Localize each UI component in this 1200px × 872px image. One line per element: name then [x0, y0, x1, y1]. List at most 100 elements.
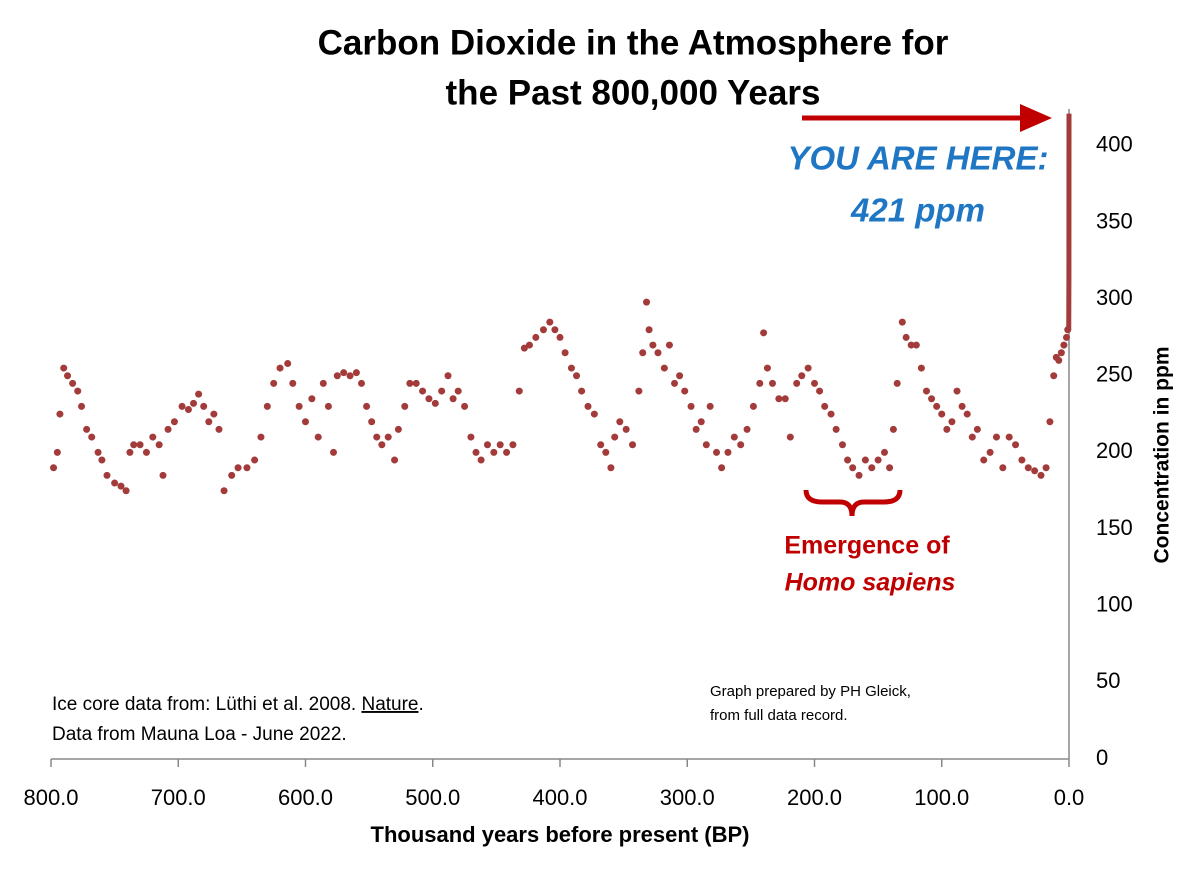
data-point	[1042, 464, 1050, 472]
data-point	[561, 349, 569, 357]
data-point	[333, 372, 341, 380]
data-point	[793, 379, 801, 387]
data-point	[889, 425, 897, 433]
annotation: Homo sapiens	[785, 569, 956, 597]
y-tick-label: 200	[1096, 438, 1133, 463]
y-tick-label: 0	[1096, 745, 1108, 770]
data-point	[963, 410, 971, 418]
data-point	[855, 471, 863, 479]
data-point	[444, 372, 452, 380]
data-point	[149, 433, 157, 441]
data-point	[56, 410, 64, 418]
data-point	[811, 379, 818, 387]
data-point	[868, 464, 876, 472]
data-point	[496, 441, 504, 449]
data-point	[329, 448, 337, 456]
data-point	[373, 433, 381, 441]
data-point	[83, 425, 91, 433]
data-point	[804, 364, 812, 372]
annotation: 421 ppm	[850, 192, 985, 229]
data-point	[681, 387, 689, 395]
data-point	[477, 456, 485, 464]
data-point	[602, 448, 610, 456]
data-point	[234, 464, 242, 472]
data-point	[827, 410, 835, 418]
data-point	[170, 418, 178, 426]
data-point	[938, 410, 946, 418]
data-point	[980, 456, 988, 464]
data-point	[178, 402, 186, 410]
data-point	[243, 464, 251, 472]
data-point	[263, 402, 271, 410]
data-point	[438, 387, 446, 395]
data-point	[276, 364, 284, 372]
source-text: Ice core data from: Lüthi et al. 2008.	[52, 694, 361, 715]
data-point	[98, 456, 106, 464]
data-point	[532, 333, 540, 341]
data-point	[1060, 341, 1068, 349]
data-point	[687, 402, 695, 410]
data-point	[893, 379, 901, 387]
data-point	[1018, 456, 1026, 464]
data-point	[103, 471, 111, 479]
data-point	[319, 379, 327, 387]
data-point	[907, 341, 915, 349]
data-point	[849, 464, 857, 472]
data-point	[986, 448, 994, 456]
data-point	[948, 418, 956, 426]
x-tick-label: 200.0	[787, 785, 842, 810]
data-point	[737, 441, 745, 449]
data-point	[1012, 441, 1020, 449]
data-point	[832, 425, 840, 433]
data-point	[472, 448, 480, 456]
data-point	[838, 441, 846, 449]
data-point	[730, 433, 738, 441]
brace	[803, 489, 903, 517]
data-point	[53, 448, 61, 456]
data-point	[821, 402, 829, 410]
y-tick-label: 300	[1096, 285, 1133, 310]
data-point	[384, 433, 392, 441]
data-point	[314, 433, 322, 441]
data-point	[671, 379, 679, 387]
data-point	[590, 410, 598, 418]
data-point	[654, 349, 662, 357]
data-point	[454, 387, 462, 395]
data-point	[953, 387, 961, 395]
data-point	[195, 390, 203, 398]
data-point	[503, 448, 511, 456]
x-tick-label: 500.0	[405, 785, 460, 810]
data-point	[539, 326, 547, 334]
data-point	[584, 402, 592, 410]
source-text: .	[419, 694, 424, 715]
x-tick-label: 0.0	[1054, 785, 1085, 810]
x-tick-label: 700.0	[151, 785, 206, 810]
data-point	[933, 402, 941, 410]
data-point	[706, 402, 714, 410]
data-point	[368, 418, 376, 426]
data-point	[94, 448, 102, 456]
y-axis-title: Concentration in ppm	[1151, 347, 1174, 564]
data-point	[692, 425, 700, 433]
data-point	[190, 399, 198, 407]
data-point	[616, 418, 624, 426]
data-point	[749, 402, 757, 410]
data-point	[130, 441, 138, 449]
data-point	[917, 364, 925, 372]
chart-title: the Past 800,000 Years	[446, 73, 821, 112]
data-point	[78, 402, 86, 410]
data-point	[60, 364, 68, 372]
data-point	[406, 379, 414, 387]
data-point	[874, 456, 882, 464]
data-point	[1024, 464, 1032, 472]
data-point	[786, 433, 794, 441]
x-tick-label: 600.0	[278, 785, 333, 810]
data-point	[567, 364, 575, 372]
x-tick-label: 800.0	[23, 785, 78, 810]
data-point	[164, 425, 172, 433]
data-point	[928, 395, 936, 403]
data-point	[126, 448, 134, 456]
data-point	[64, 372, 72, 380]
data-point	[159, 471, 167, 479]
